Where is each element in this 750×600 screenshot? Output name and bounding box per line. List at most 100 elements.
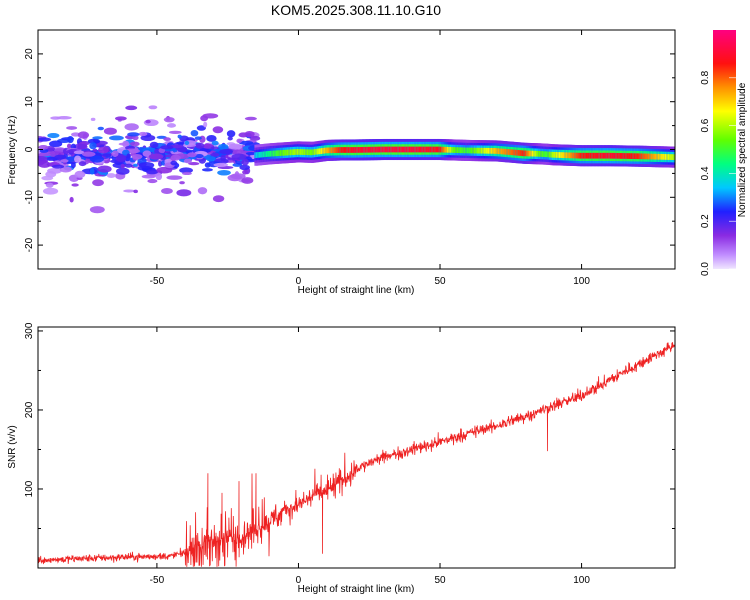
colorbar-tick-label: 0.6 [700,118,711,132]
spectrogram-cell [227,174,243,182]
y-tick-label: 100 [24,480,35,497]
spectrogram-cell [155,172,163,181]
spectrogram-cell [227,136,233,141]
spectrogram-cell [244,130,255,138]
snr-panel: -50 0 50 100 100 200 300 Height of straight li… [7,322,676,595]
y-tick-label: 0 [24,146,35,152]
spectrogram-cell [51,164,65,169]
spectrogram-cell [219,149,234,155]
spectrogram-cell [202,113,219,119]
spectrogram-cell [42,187,59,195]
spectrogram-cell [41,175,54,181]
spectrogram-cell [213,162,229,167]
spectrogram-cell [81,151,96,157]
spectrogram-cell [238,140,254,145]
spectrogram-cell [242,169,248,175]
spectrogram-cell [188,162,200,166]
spectrogram-cell [109,135,124,141]
spectrogram-cell [168,130,182,134]
spectrogram-cell [45,182,54,188]
spectrogram-cell [77,131,90,139]
spectrogram-cell [92,136,103,140]
spectrogram-cell [89,168,95,175]
spectrogram-cell [197,187,208,195]
spectrogram-cell [161,187,173,195]
spectrogram-cell [201,168,213,172]
spectrogram-cell [87,138,101,144]
spectrogram-cell [241,177,254,184]
spectrogram-cell [195,154,204,159]
snr-frame [37,326,676,569]
spectrogram-cell [194,136,202,140]
spectrogram-cell [218,143,229,150]
spectrogram-cell [210,152,220,157]
spectrogram-cell [45,156,58,161]
spectrogram-cell [176,189,192,197]
spectrogram-cell [245,151,257,156]
spectrogram-cell [124,123,139,131]
colorbar: 0.0 0.2 0.4 0.6 0.8 Normalized spectral ampl… [700,30,748,276]
spectrogram-cell [163,116,175,123]
x-tick-label: -50 [150,575,165,586]
spectrogram-cell [148,105,158,110]
spectrogram-cell [90,117,96,122]
spectrogram-cell [170,160,178,166]
spectrogram-cell [124,163,133,168]
spectrogram-cell [127,132,140,137]
spectrogram-cell [160,145,174,150]
spectrogram-cell [195,142,205,149]
colorbar-label: Normalized spectral amplitude [737,82,748,217]
spectrogram-cell [66,126,78,130]
spectrogram-cell [92,148,98,153]
spectrogram-cell [196,125,206,131]
spectrogram-cell [226,130,236,138]
spectrogram-cell [60,159,69,163]
x-tick-label: 50 [434,276,446,287]
spectrogram-cell [211,140,219,146]
y-tick-label: 300 [24,322,35,339]
spectrogram-cell [118,142,130,146]
spectrogram-cell [163,137,171,142]
spectrogram-cell [142,150,152,157]
spectrogram-cell [149,141,159,149]
spectrogram-cell [145,119,151,124]
spectrogram-cell [71,161,76,169]
spectrogram-cell [97,146,109,154]
snr-axes: -50 0 50 100 100 200 300 [24,322,675,586]
spectrogram-cell [148,153,164,160]
spectrogram-cell [140,134,156,141]
spectrogram-cell [38,144,49,150]
colorbar-tick-label: 0.2 [700,214,711,228]
colorbar-ticks: 0.0 0.2 0.4 0.6 0.8 [700,70,736,276]
spectrogram-cell [212,126,224,134]
spectrogram-cell [89,142,97,150]
spectrogram-cell [187,152,197,158]
x-tick-label: 100 [573,575,590,586]
spectrogram-cell [146,169,159,175]
spectrogram-cell [115,155,127,162]
spectrogram-cell [241,158,249,166]
colorbar-tick-label: 0.4 [700,166,711,180]
spectrogram-cell [120,163,125,169]
spectrogram-cell [69,196,74,203]
colorbar-gradient [713,30,736,269]
y-tick-label: 20 [24,48,35,60]
spectrogram-cell [111,150,119,158]
spectrogram-cell [132,163,138,167]
spectrogram-axes: -50 0 50 100 -20 -10 0 10 20 [24,29,675,287]
spectrogram-cell [179,181,185,185]
spectrogram-cell [123,189,136,193]
spectrogram-cell [138,161,155,169]
spectrogram-cell [59,166,72,173]
spectrogram-cell [170,154,181,161]
spectrogram-cell [56,116,72,120]
x-tick-label: 0 [296,276,302,287]
spectrogram-cell [78,161,87,167]
spectrogram-cell [183,158,192,164]
spectrogram-cell [156,166,173,174]
spectrogram-cell [244,116,257,121]
spectrogram-cell [184,140,190,145]
spectrogram-cell [66,143,72,149]
spectrogram-cell [203,121,208,128]
spectrogram-cell [166,175,183,180]
